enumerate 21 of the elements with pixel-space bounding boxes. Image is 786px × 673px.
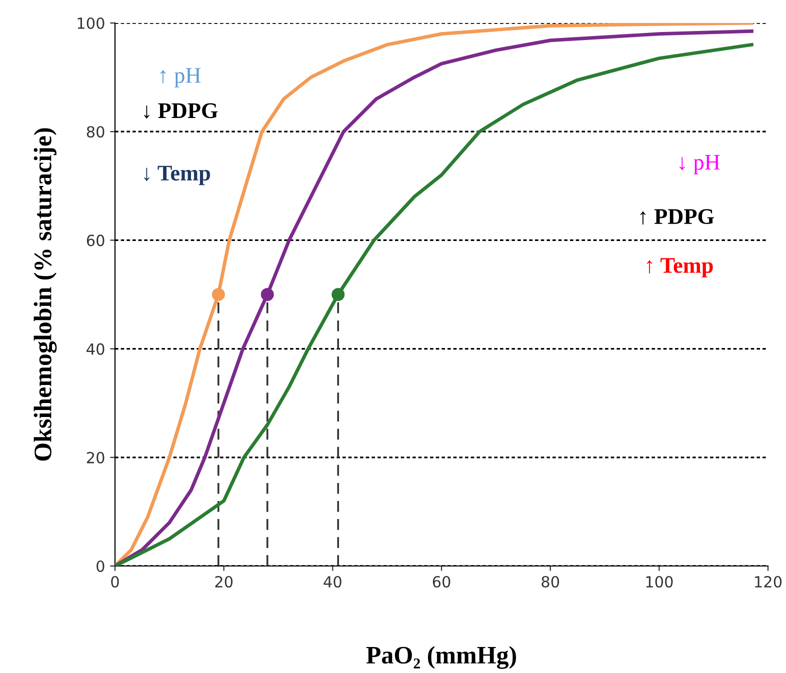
x-tick-label: 100 (646, 576, 673, 588)
annotation: ↑ Temp (646, 258, 713, 278)
annotation: ↑ PDPG (640, 209, 714, 224)
x-tick-label: 60 (432, 576, 450, 588)
x-tick-label: 80 (542, 576, 560, 588)
x-tick-label: 40 (324, 576, 342, 588)
annotation: ↓ pH (680, 154, 720, 174)
x-axis-title: PaO₂ (mmHg) (366, 646, 516, 669)
y-tick-label: 60 (86, 234, 104, 246)
x-tick-label: 0 (111, 576, 119, 588)
annotation: ↓ Temp (144, 166, 210, 186)
y-tick-label: 100 (78, 17, 104, 30)
y-tick-label: 80 (86, 126, 104, 138)
x-tick-label: 20 (215, 576, 233, 588)
x-tick-label: 120 (755, 576, 782, 588)
y-axis-title: Oksihemoglobin (% saturacije) (34, 128, 57, 461)
annotation: ↑ pH (160, 68, 201, 88)
y-tick-label: 0 (96, 560, 104, 572)
y-tick-label: 40 (86, 343, 104, 355)
annotation: ↓ PDPG (144, 103, 218, 119)
y-tick-label: 20 (86, 452, 104, 464)
